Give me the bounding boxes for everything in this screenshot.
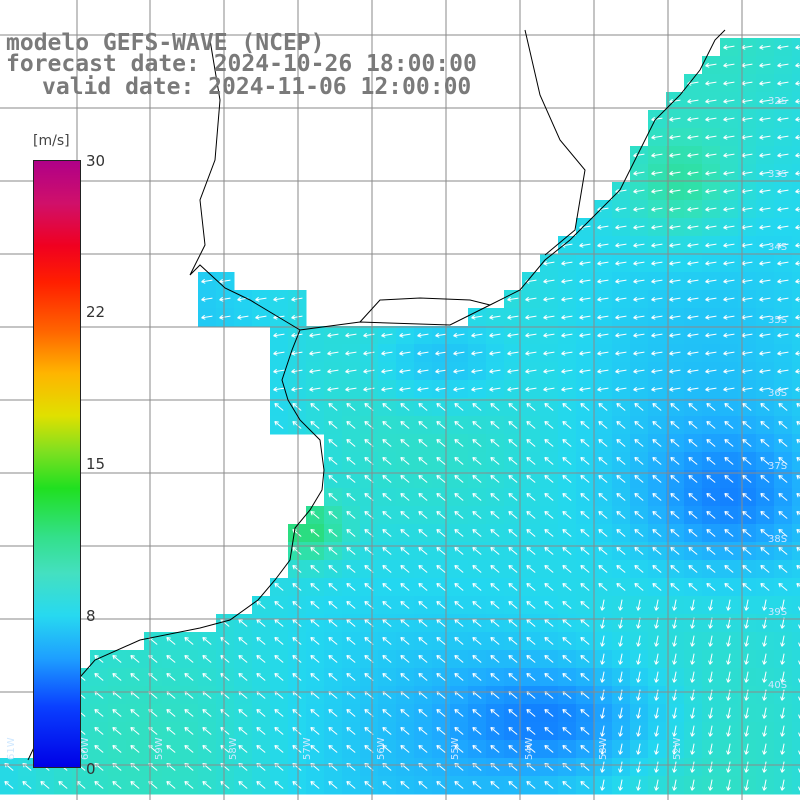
lat-label: 32S [768,96,787,107]
legend-tick-22: 22 [86,303,106,321]
latitude-labels: 32S 33S 34S 35S 36S 37S 38S 39S 40S [768,96,787,691]
lon-label: 57W [302,737,313,760]
lon-label: 59W [154,737,165,760]
lon-label: 61W [6,737,17,760]
model-title: modelo GEFS-WAVE (NCEP) [6,30,325,56]
lon-label: 58W [228,737,239,760]
lon-label: 60W [80,737,91,760]
lon-label: 52W [672,737,683,760]
lon-label: 53W [598,737,609,760]
legend-tick-30: 30 [86,152,106,170]
lat-label: 38S [768,534,787,545]
lon-label: 56W [376,737,387,760]
coastline [27,29,726,761]
lat-label: 33S [768,169,787,180]
valid-date: valid date: 2024-11-06 12:00:00 [42,74,472,100]
legend-unit: [m/s] [33,133,70,149]
legend-tick-8: 8 [86,607,96,625]
lat-label: 40S [768,680,787,691]
legend-tick-0: 0 [86,760,96,778]
lat-label: 36S [768,388,787,399]
wind-arrows [4,44,800,791]
wind-speed-field [0,38,800,795]
forecast-date: forecast date: 2024-10-26 18:00:00 [6,51,477,77]
lat-label: 35S [768,315,787,326]
lat-label: 39S [768,607,787,618]
color-scale-bar [33,160,81,768]
lon-label: 54W [524,737,535,760]
lat-label: 34S [768,242,787,253]
lat-label: 37S [768,461,787,472]
legend-tick-15: 15 [86,455,106,473]
lon-label: 55W [450,737,461,760]
longitude-labels: 61W 60W 59W 58W 57W 56W 55W 54W 53W 52W [6,737,683,760]
